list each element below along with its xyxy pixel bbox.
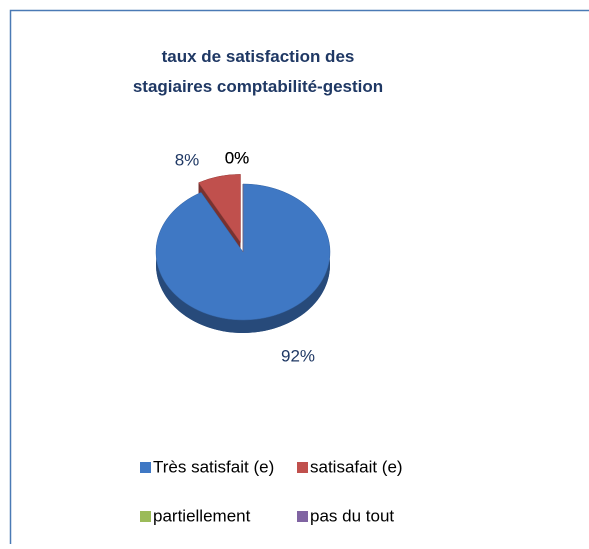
legend-swatch [297,462,308,473]
legend-label: pas du tout [310,506,394,525]
legend-swatch [140,462,151,473]
legend-label: satisafait (e) [310,457,403,476]
data-label: 8% [175,150,200,169]
data-label: 92% [281,346,315,365]
legend-label: Très satisfait (e) [153,457,274,476]
legend-swatch [140,511,151,522]
legend-label: partiellement [153,506,251,525]
legend-swatch [297,511,308,522]
data-label: 0% [225,148,250,167]
